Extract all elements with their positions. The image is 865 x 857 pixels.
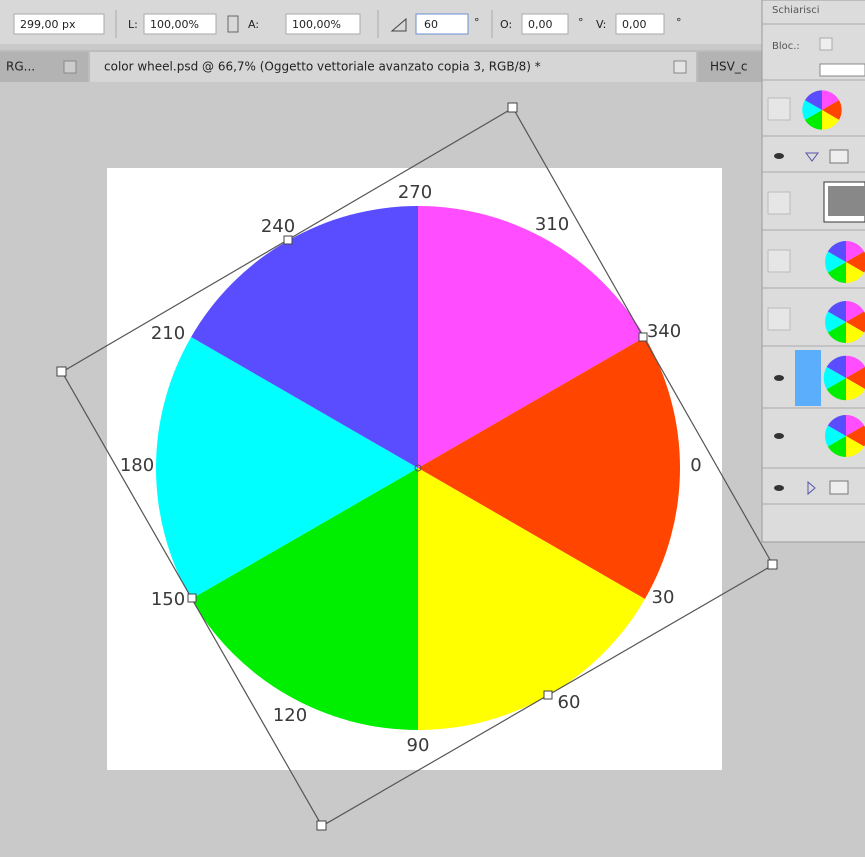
v-value: 0,00 — [622, 18, 647, 31]
wheel-label: 270 — [398, 182, 432, 203]
lock-label: Bloc.: — [772, 41, 800, 52]
eye-icon[interactable] — [774, 375, 784, 381]
wheel-label: 150 — [151, 589, 185, 610]
eye-icon[interactable] — [774, 485, 784, 491]
tab[interactable]: RG... — [0, 52, 88, 82]
wheel-label: 240 — [261, 216, 295, 237]
l-value: 100,00% — [150, 18, 199, 31]
v-unit: ° — [676, 16, 682, 29]
wheel-label: 340 — [647, 321, 681, 342]
wheel-label: 90 — [407, 735, 430, 756]
tab[interactable]: HSV_c — [698, 52, 768, 82]
tab-title: RG... — [6, 60, 35, 74]
a-value: 100,00% — [292, 18, 341, 31]
o-unit: ° — [578, 16, 584, 29]
eye-icon[interactable] — [774, 433, 784, 439]
wheel-label: 30 — [652, 587, 675, 608]
layers-panel: Schiarisci Bloc.: — [762, 0, 865, 542]
wheel-label: 120 — [273, 705, 307, 726]
angle-unit: ° — [474, 16, 480, 29]
o-value: 0,00 — [528, 18, 553, 31]
l-label: L: — [128, 18, 138, 31]
wheel-label: 60 — [558, 692, 581, 713]
page: {"toolbar": {"width": "299,00 px", "l_la… — [0, 0, 865, 857]
wheel-label: 180 — [120, 455, 154, 476]
tab-title: HSV_c — [710, 60, 747, 74]
tab[interactable]: color wheel.psd @ 66,7% (Oggetto vettori… — [90, 52, 696, 82]
eye-icon[interactable] — [774, 153, 784, 159]
v-label: V: — [596, 18, 606, 31]
width-value: 299,00 px — [20, 18, 76, 31]
a-label: A: — [248, 18, 259, 31]
color-wheel — [156, 206, 680, 730]
wheel-label: 210 — [151, 323, 185, 344]
o-label: O: — [500, 18, 512, 31]
angle-value: 60 — [424, 18, 438, 31]
wheel-label: 310 — [535, 214, 569, 235]
wheel-label: 0 — [690, 455, 701, 476]
screen: 270 310 340 0 30 60 90 120 150 180 210 2… — [0, 0, 865, 857]
blend-mode[interactable]: Schiarisci — [772, 5, 819, 16]
tab-title: color wheel.psd @ 66,7% (Oggetto vettori… — [104, 60, 541, 74]
